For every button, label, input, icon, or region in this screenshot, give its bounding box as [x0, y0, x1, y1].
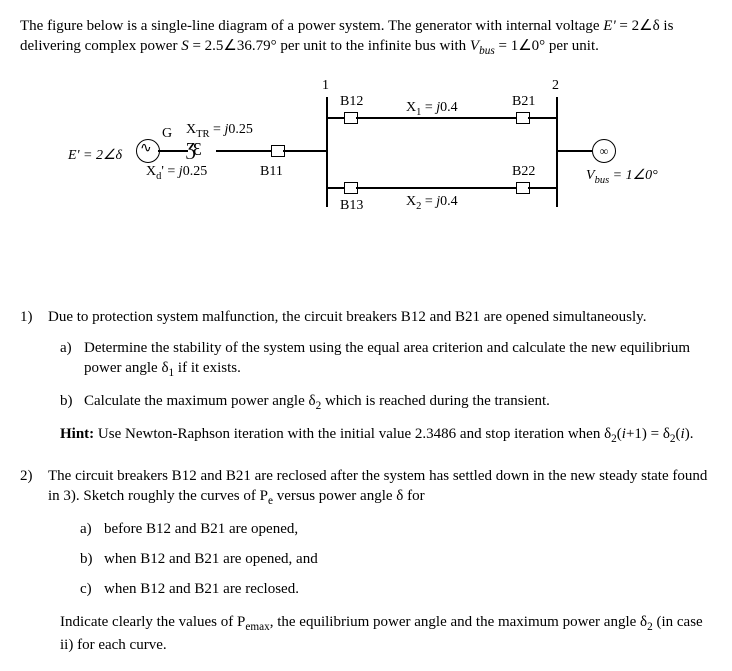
xtr-label: XTR = j0.25 [186, 121, 253, 142]
b22-label: B22 [512, 163, 535, 182]
vbus-label: Vbus = 1∠0° [586, 167, 658, 188]
intro-text: The figure below is a single-line diagra… [20, 16, 712, 59]
q2a-text: before B12 and B21 are opened, [104, 519, 298, 539]
q1a-letter: a) [60, 338, 84, 381]
g-label: G [162, 125, 172, 144]
eprime-label: E' = 2∠δ [68, 147, 122, 166]
q1b-letter: b) [60, 391, 84, 414]
x1-label: X1 = j0.4 [406, 99, 458, 120]
q2c-text: when B12 and B21 are reclosed. [104, 579, 299, 599]
busbar-1 [326, 97, 328, 207]
q2-text: The circuit breakers B12 and B21 are rec… [48, 466, 712, 509]
q1b-text: Calculate the maximum power angle δ2 whi… [84, 391, 550, 414]
infinite-bus-icon: ∞ [592, 139, 616, 163]
x2-label: X2 = j0.4 [406, 193, 458, 214]
q1-hint: Hint: Use Newton-Raphson iteration with … [60, 424, 712, 447]
q2-indicate: Indicate clearly the values of Pemax, th… [60, 612, 712, 655]
q2b-text: when B12 and B21 are opened, and [104, 549, 318, 569]
infinity-icon: ∞ [600, 143, 609, 159]
bus2-label: 2 [552, 77, 559, 96]
b13-label: B13 [340, 197, 363, 216]
q1a-text: Determine the stability of the system us… [84, 338, 712, 381]
generator-icon: ∿ [136, 139, 160, 163]
transformer-icon: ƷƐ [186, 143, 199, 162]
b12-label: B12 [340, 93, 363, 112]
busbar-2 [556, 97, 558, 207]
q2a-letter: a) [80, 519, 104, 539]
q1-number: 1) [20, 307, 48, 327]
q1-text: Due to protection system malfunction, th… [48, 307, 646, 327]
b21-label: B21 [512, 93, 535, 112]
bus1-label: 1 [322, 77, 329, 96]
q2c-letter: c) [80, 579, 104, 599]
q2b-letter: b) [80, 549, 104, 569]
single-line-diagram: 1 2 E' = 2∠δ ∿ G ƷƐ XTR = j0.25 B11 Xd' … [46, 77, 686, 277]
b11-label: B11 [260, 163, 283, 182]
xd-label: Xd' = j0.25 [146, 163, 207, 184]
q2-number: 2) [20, 466, 48, 509]
hint-label: Hint: [60, 426, 94, 442]
